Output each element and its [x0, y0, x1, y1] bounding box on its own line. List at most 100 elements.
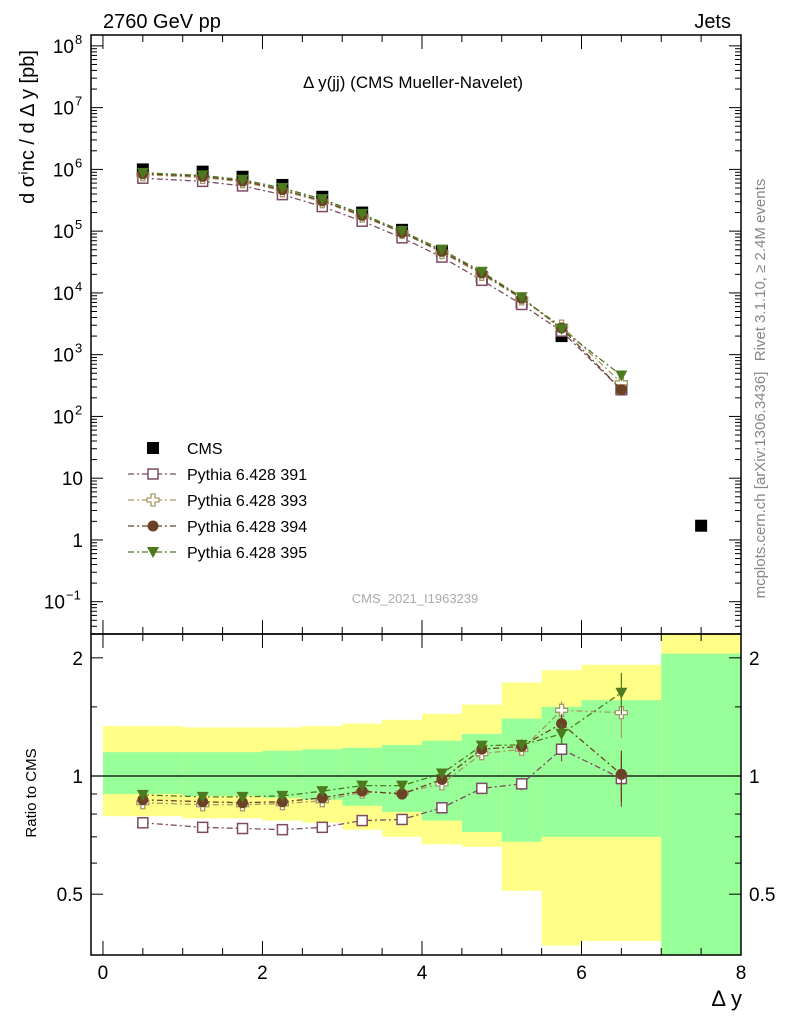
legend-marker-p391: [147, 468, 159, 480]
legend-marker-p393: [146, 493, 160, 507]
x-tick-label: 0: [98, 963, 109, 984]
y-tick-label: 10: [44, 593, 65, 614]
legend-label-cms: CMS: [187, 441, 223, 458]
y-tick-label: 1: [72, 531, 83, 552]
ratio-point-p391: [476, 782, 488, 795]
series-line-p391: [142, 177, 622, 391]
data-point-p395: [356, 208, 369, 220]
ratio-y-tick-label: 0.5: [57, 885, 83, 906]
x-tick-label: 4: [417, 963, 428, 984]
y-tick-label: 10: [53, 160, 74, 181]
ratio-point-p391: [396, 813, 408, 826]
ratio-point-p394: [316, 792, 328, 804]
ratio-point-p395: [236, 791, 249, 803]
watermark: CMS_2021_I1963239: [352, 591, 479, 606]
y-tick-exponent: 3: [75, 341, 82, 356]
data-point-p395: [136, 167, 149, 179]
y-tick-exponent: −1: [66, 588, 81, 603]
ratio-band-inner: [182, 752, 263, 796]
data-point-p395: [276, 182, 289, 194]
ratio-y-tick-label: 1: [72, 767, 83, 788]
data-point-p395: [236, 174, 249, 186]
ratio-line-p395: [142, 692, 622, 798]
data-point-p395: [555, 324, 568, 336]
header-right: Jets: [694, 11, 731, 33]
data-point-cms: [695, 519, 708, 532]
ratio-point-p395: [276, 790, 289, 802]
y-tick-exponent: 2: [75, 402, 82, 417]
ratio-y-tick-label: 2: [72, 649, 83, 670]
header-left: 2760 GeV pp: [103, 11, 221, 33]
ratio-point-p391: [276, 823, 289, 836]
legend-marker-p394: [147, 520, 159, 532]
data-point-p395: [515, 292, 528, 304]
y-tick-label: 10: [53, 346, 74, 367]
ratio-band-inner: [382, 744, 422, 812]
ratio-point-p394: [396, 788, 408, 800]
data-point-p395: [196, 170, 209, 182]
ratio-y-tick-label-right: 1: [749, 767, 760, 788]
ratio-line-p391: [142, 748, 622, 831]
legend-label-p394: Pythia 6.428 394: [187, 519, 307, 536]
ratio-point-p393: [554, 703, 569, 717]
ratio-point-p391: [196, 821, 209, 834]
y-tick-label: 10: [53, 284, 74, 305]
side-label-mcplots: mcplots.cern.ch [arXiv:1306.3436]: [752, 372, 769, 599]
x-axis-label: Δ y: [711, 986, 742, 1011]
y-tick-exponent: 8: [75, 32, 82, 47]
y-tick-exponent: 5: [75, 217, 82, 232]
y-tick-label: 10: [53, 99, 74, 120]
ratio-plot-frame: [90, 633, 742, 956]
ratio-y-axis-label: Ratio to CMS: [23, 748, 40, 837]
data-point-p394: [615, 384, 627, 396]
y-tick-exponent: 4: [75, 279, 82, 294]
legend-label-p391: Pythia 6.428 391: [187, 467, 307, 484]
y-tick-label: 10: [53, 407, 74, 428]
data-point-p395: [615, 370, 628, 382]
ratio-point-p395: [396, 780, 409, 792]
series-line-p394: [142, 173, 622, 391]
ratio-point-p391: [515, 778, 528, 790]
x-tick-label: 6: [576, 963, 587, 984]
ratio-point-p391: [555, 743, 568, 755]
series-line-p393: [142, 174, 622, 384]
y-tick-exponent: 7: [75, 94, 82, 109]
y-tick-exponent: 6: [75, 155, 82, 170]
ratio-point-p391: [316, 821, 329, 834]
top-y-axis-label: d σⁱnc / d Δ y [pb]: [17, 50, 39, 204]
ratio-point-p395: [475, 740, 488, 752]
x-tick-label: 8: [736, 963, 747, 984]
ratio-plot-layer: 0 2 4 6 8 0.5 0.5 1 1 2 2: [57, 633, 775, 984]
x-tick-label: 2: [257, 963, 268, 984]
ratio-band-inner: [661, 653, 741, 955]
legend-label-p395: Pythia 6.428 395: [187, 545, 307, 562]
ratio-band-inner: [102, 752, 183, 794]
ratio-point-p395: [435, 768, 448, 780]
ratio-y-tick-label-right: 0.5: [749, 885, 775, 906]
ratio-point-p395: [136, 789, 149, 801]
ratio-point-p391: [436, 802, 448, 814]
y-tick-label: 10: [53, 37, 74, 58]
data-point-p395: [435, 244, 448, 256]
ratio-point-p395: [555, 728, 568, 740]
ratio-y-tick-label-right: 2: [749, 649, 760, 670]
ratio-point-p395: [196, 791, 209, 803]
ratio-point-p391: [137, 817, 149, 829]
ratio-band-inner: [262, 750, 303, 798]
legend-label-p393: Pythia 6.428 393: [187, 493, 307, 510]
legend-marker-p395: [147, 547, 159, 558]
top-plot-title: Δ y(jj) (CMS Mueller-Navelet): [303, 73, 523, 92]
data-point-p395: [475, 266, 488, 278]
legend-marker-cms: [147, 442, 159, 454]
side-label-rivet: Rivet 3.1.10, ≥ 2.4M events: [752, 179, 769, 362]
ratio-point-p395: [615, 687, 628, 699]
legend: CMS Pythia 6.428 391 Pythia 6.428 393 Pythi…: [128, 441, 307, 562]
ratio-point-p391: [236, 822, 249, 835]
series-line-p395: [142, 172, 622, 377]
ratio-point-p395: [356, 780, 369, 792]
ratio-point-p395: [316, 786, 329, 798]
data-point-p395: [396, 226, 409, 238]
ratio-point-p391: [356, 814, 368, 827]
